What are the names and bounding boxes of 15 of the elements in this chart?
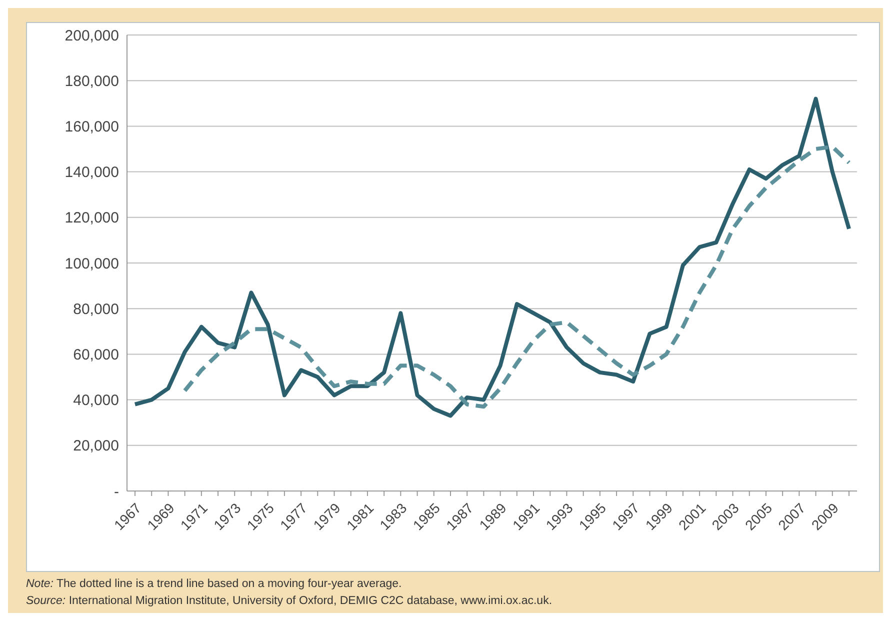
y-tick-label: 20,000 <box>73 438 119 455</box>
y-tick-label: 160,000 <box>64 118 119 136</box>
source-note: Source: International Migration Institute, University of Oxford, DEMIG C2C database, www.imi.ox.ac.uk. <box>26 594 552 609</box>
y-tick-label: 60,000 <box>73 346 119 364</box>
line-series <box>182 144 851 409</box>
y-tick-label: 100,000 <box>64 255 119 272</box>
y-tick-label: 180,000 <box>64 72 119 90</box>
y-tick-label: 140,000 <box>64 164 119 182</box>
y-tick-label: 120,000 <box>64 210 119 227</box>
text: Note: The dotted line is a trend line based on a moving four-year average. <box>26 577 403 592</box>
y-tick-label: 40,000 <box>73 392 119 410</box>
line-series <box>133 96 851 418</box>
y-tick-label: - <box>114 483 119 500</box>
y-tick-label: 200,000 <box>64 27 119 44</box>
y-tick-label: 80,000 <box>73 300 119 318</box>
